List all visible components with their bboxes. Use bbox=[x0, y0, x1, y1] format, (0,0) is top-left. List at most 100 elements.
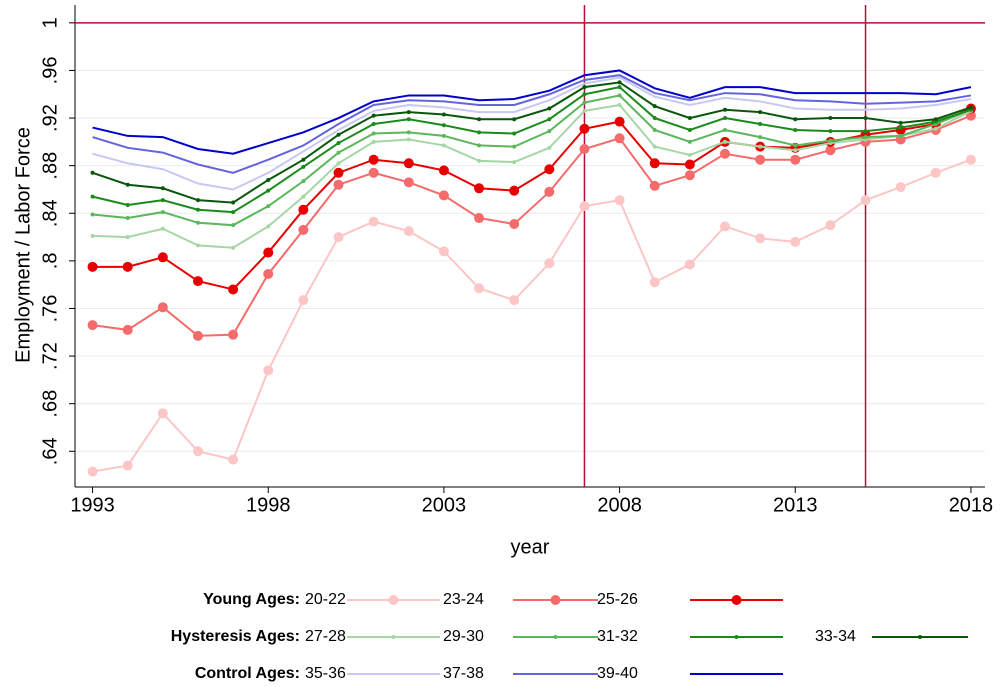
data-point bbox=[228, 329, 239, 340]
data-point bbox=[579, 123, 590, 134]
data-point bbox=[192, 330, 203, 341]
data-point bbox=[403, 226, 414, 237]
data-point bbox=[828, 116, 833, 121]
data-point bbox=[579, 144, 590, 155]
data-point bbox=[157, 302, 168, 313]
data-point bbox=[758, 122, 763, 127]
data-point bbox=[403, 158, 414, 169]
data-point bbox=[720, 148, 730, 159]
legend-group-title: Hysteresis Ages: bbox=[171, 628, 300, 645]
data-point bbox=[790, 154, 801, 165]
data-point bbox=[301, 157, 306, 162]
data-point bbox=[720, 221, 730, 232]
data-point bbox=[406, 110, 411, 115]
data-point bbox=[649, 158, 660, 169]
data-point bbox=[930, 167, 941, 178]
x-tick-label: 2008 bbox=[597, 494, 642, 516]
data-point bbox=[441, 143, 446, 148]
legend-marker bbox=[550, 595, 561, 605]
data-point bbox=[125, 235, 130, 240]
data-point bbox=[898, 125, 903, 130]
data-point bbox=[684, 159, 695, 170]
data-point bbox=[652, 116, 657, 121]
data-point bbox=[333, 179, 344, 190]
data-point bbox=[933, 126, 938, 131]
data-point bbox=[87, 261, 98, 272]
data-point bbox=[474, 213, 485, 224]
data-point bbox=[406, 117, 411, 122]
data-point bbox=[333, 232, 344, 243]
data-point bbox=[512, 160, 517, 165]
legend-label: 29-30 bbox=[443, 628, 484, 645]
x-tick-label: 2003 bbox=[422, 494, 467, 516]
x-tick-label: 2013 bbox=[773, 494, 818, 516]
data-point bbox=[90, 233, 95, 238]
data-point bbox=[160, 186, 165, 191]
data-point bbox=[157, 408, 168, 419]
data-point bbox=[266, 224, 271, 229]
data-point bbox=[438, 165, 449, 176]
data-point bbox=[509, 218, 520, 229]
data-point bbox=[512, 131, 517, 136]
data-point bbox=[298, 224, 309, 235]
data-point bbox=[87, 466, 98, 477]
data-point bbox=[195, 198, 200, 203]
data-point bbox=[758, 135, 763, 140]
data-point bbox=[544, 258, 555, 269]
data-point bbox=[617, 85, 622, 90]
data-point bbox=[723, 139, 727, 144]
data-point bbox=[477, 117, 482, 122]
data-point bbox=[231, 210, 236, 215]
y-tick-label: .88 bbox=[39, 152, 61, 180]
data-point bbox=[723, 116, 727, 121]
data-point bbox=[333, 167, 344, 178]
data-point bbox=[438, 190, 449, 201]
series-line bbox=[92, 94, 972, 227]
legend-marker bbox=[734, 635, 739, 639]
data-point bbox=[512, 117, 517, 122]
data-point bbox=[649, 277, 660, 288]
data-point bbox=[968, 105, 973, 110]
data-point bbox=[898, 120, 903, 125]
data-point bbox=[544, 164, 555, 175]
data-point bbox=[860, 195, 871, 206]
data-point bbox=[441, 112, 446, 117]
data-point bbox=[90, 170, 95, 175]
data-point bbox=[160, 210, 165, 215]
data-point bbox=[87, 320, 98, 331]
data-point bbox=[122, 324, 133, 335]
data-point bbox=[758, 110, 763, 115]
data-point bbox=[793, 143, 798, 148]
data-point bbox=[895, 182, 906, 193]
data-point bbox=[228, 454, 239, 465]
legend-label: 39-40 bbox=[597, 665, 638, 682]
data-point bbox=[547, 129, 552, 134]
data-point bbox=[336, 141, 341, 146]
data-point bbox=[825, 220, 836, 231]
legend-marker bbox=[391, 635, 396, 639]
data-point bbox=[195, 207, 200, 212]
data-point bbox=[160, 198, 165, 203]
y-tick-label: .84 bbox=[39, 199, 61, 227]
data-point bbox=[406, 137, 411, 142]
legend-marker bbox=[388, 595, 399, 605]
legend-label: 27-28 bbox=[305, 628, 346, 645]
data-point bbox=[965, 154, 976, 165]
data-point bbox=[793, 117, 798, 122]
series-line bbox=[92, 86, 972, 214]
legend-label: 33-34 bbox=[815, 628, 856, 645]
legend-label: 37-38 bbox=[443, 665, 484, 682]
legend-label: 35-36 bbox=[305, 665, 346, 682]
data-point bbox=[301, 179, 306, 184]
data-point bbox=[266, 177, 271, 182]
data-point bbox=[684, 170, 695, 181]
legend-label: 31-32 bbox=[597, 628, 638, 645]
data-point bbox=[438, 246, 449, 257]
data-point bbox=[790, 236, 801, 247]
x-tick-label: 1998 bbox=[246, 494, 291, 516]
legend-marker bbox=[918, 635, 922, 639]
data-point bbox=[125, 182, 130, 187]
data-point bbox=[828, 129, 833, 134]
